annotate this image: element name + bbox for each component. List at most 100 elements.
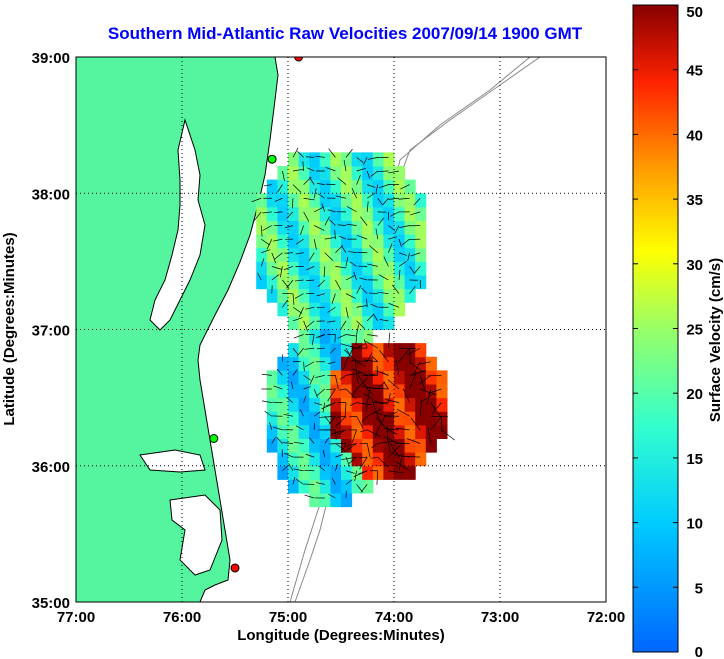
stations bbox=[209, 57, 304, 573]
velocity-cell bbox=[372, 152, 384, 167]
velocity-cell bbox=[288, 288, 300, 303]
velocity-vector bbox=[387, 379, 400, 390]
velocity-vector bbox=[345, 388, 357, 400]
velocity-cell bbox=[341, 411, 353, 426]
velocity-vector bbox=[398, 261, 407, 267]
velocity-cell bbox=[351, 424, 363, 439]
velocity-vector bbox=[306, 156, 315, 158]
velocity-vector bbox=[293, 442, 304, 444]
velocity-vector bbox=[316, 183, 325, 185]
velocity-vector bbox=[356, 168, 366, 172]
velocity-cell bbox=[341, 220, 353, 235]
velocity-cell bbox=[288, 452, 300, 467]
velocity-vector bbox=[366, 298, 368, 308]
velocity-cell bbox=[394, 302, 406, 317]
velocity-cell bbox=[256, 206, 268, 221]
velocity-cell bbox=[288, 152, 300, 167]
velocity-vector bbox=[274, 252, 283, 260]
velocity-vector bbox=[314, 402, 323, 406]
velocity-vector bbox=[410, 417, 421, 431]
velocity-vector bbox=[293, 334, 304, 339]
velocity-vector bbox=[335, 375, 339, 390]
colorbar-tick-label: 25 bbox=[686, 322, 703, 339]
velocity-vector bbox=[365, 340, 378, 349]
velocity-cell bbox=[351, 206, 363, 221]
velocity-cell bbox=[362, 288, 374, 303]
velocity-vector bbox=[334, 334, 336, 343]
velocity-cell bbox=[404, 438, 416, 453]
velocity-vector bbox=[388, 332, 391, 349]
pamlico-sound bbox=[169, 494, 223, 576]
velocity-vector bbox=[407, 347, 421, 356]
velocity-vector bbox=[336, 415, 347, 418]
velocity-vector bbox=[379, 319, 389, 322]
velocity-vector bbox=[356, 324, 359, 335]
velocity-vector bbox=[383, 381, 389, 390]
velocity-vector bbox=[340, 320, 347, 330]
velocity-vector bbox=[398, 347, 417, 350]
plot-area bbox=[76, 57, 606, 602]
velocity-vector bbox=[306, 167, 315, 172]
y-tick-label: 36:00 bbox=[32, 459, 70, 476]
velocity-vector bbox=[351, 360, 368, 363]
velocity-cell bbox=[288, 179, 300, 194]
velocity-cell bbox=[330, 329, 342, 344]
velocity-cell bbox=[362, 397, 374, 412]
velocity-cell bbox=[266, 370, 278, 385]
velocity-vector bbox=[334, 229, 336, 240]
velocity-cell bbox=[341, 424, 353, 439]
velocity-cell bbox=[341, 343, 353, 358]
velocity-vector bbox=[286, 279, 294, 289]
velocity-cell bbox=[266, 220, 278, 235]
velocity-vector bbox=[407, 252, 410, 262]
velocity-cell bbox=[319, 220, 331, 235]
velocity-vector bbox=[337, 224, 347, 226]
velocity-vector bbox=[304, 494, 315, 499]
velocity-vector bbox=[288, 463, 294, 471]
velocity-cell bbox=[372, 288, 384, 303]
velocity-cell bbox=[383, 370, 395, 385]
velocity-vector bbox=[324, 236, 336, 240]
velocity-cell bbox=[330, 356, 342, 371]
velocity-cell bbox=[288, 411, 300, 426]
velocity-vector bbox=[356, 285, 362, 294]
velocity-cell bbox=[341, 275, 353, 290]
velocity-cell bbox=[330, 343, 342, 358]
velocity-vector bbox=[375, 228, 379, 240]
velocity-cell bbox=[351, 315, 363, 330]
velocity-cell bbox=[383, 152, 395, 167]
velocity-cell bbox=[319, 179, 331, 194]
velocity-cell bbox=[351, 356, 363, 371]
velocity-cell bbox=[372, 220, 384, 235]
velocity-vector bbox=[383, 436, 400, 444]
velocity-cell bbox=[351, 193, 363, 208]
colorbar-tick-label: 15 bbox=[686, 451, 703, 468]
velocity-vector bbox=[441, 429, 455, 441]
velocity-vector bbox=[298, 307, 304, 318]
velocity-vector bbox=[282, 299, 289, 308]
velocity-vector bbox=[388, 236, 398, 240]
velocity-cell bbox=[362, 384, 374, 399]
velocity-vector bbox=[361, 287, 368, 294]
velocity-vector bbox=[338, 235, 347, 240]
velocity-cell bbox=[277, 206, 289, 221]
velocity-cell bbox=[298, 424, 310, 439]
velocity-cell bbox=[383, 424, 395, 439]
velocity-cell bbox=[372, 424, 384, 439]
velocity-cell bbox=[341, 356, 353, 371]
x-axis-label: Longitude (Degrees:Minutes) bbox=[237, 627, 445, 644]
velocity-cell bbox=[362, 261, 374, 276]
velocity-cell bbox=[309, 179, 321, 194]
velocity-vector bbox=[356, 377, 369, 390]
velocity-vector bbox=[395, 461, 410, 472]
colorbar-tick-label: 40 bbox=[686, 127, 703, 144]
velocity-vector bbox=[346, 223, 357, 226]
velocity-vector bbox=[427, 375, 442, 377]
velocity-vector bbox=[398, 453, 403, 471]
velocity-cell bbox=[383, 220, 395, 235]
y-axis-label: Latitude (Degrees:Minutes) bbox=[1, 232, 18, 425]
velocity-vector bbox=[395, 427, 410, 431]
velocity-cell bbox=[415, 220, 427, 235]
velocity-vector bbox=[313, 388, 318, 398]
